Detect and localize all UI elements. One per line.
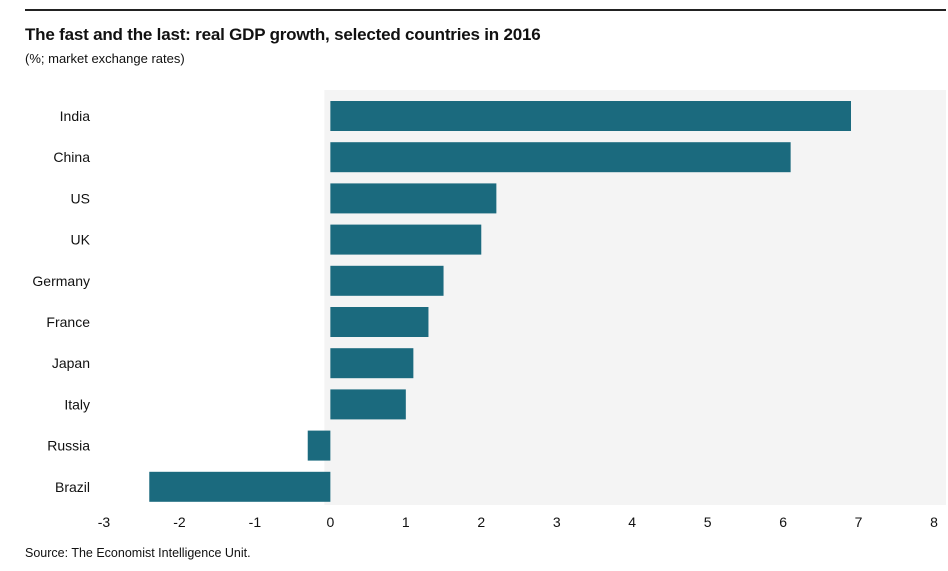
x-tick-label: 6	[779, 514, 787, 530]
x-tick-label: 4	[628, 514, 636, 530]
x-axis-tick-labels: -3 -2 -1 0 1 2 3 4 5 6 7 8	[98, 514, 938, 530]
category-label: China	[53, 149, 90, 165]
category-label: Japan	[52, 355, 90, 371]
bar-russia	[308, 431, 331, 461]
bar-china	[330, 142, 790, 172]
x-tick-label: 7	[855, 514, 863, 530]
x-tick-label: 2	[477, 514, 485, 530]
category-label: Russia	[47, 438, 90, 454]
category-labels: India China US UK Germany France Japan Italy Rus…	[32, 108, 90, 495]
x-tick-label: 3	[553, 514, 561, 530]
bar-italy	[330, 389, 405, 419]
x-tick-label: -3	[98, 514, 111, 530]
category-label: UK	[71, 232, 91, 248]
category-label: Brazil	[55, 479, 90, 495]
category-label: France	[46, 314, 90, 330]
bar-france	[330, 307, 428, 337]
category-label: US	[71, 190, 90, 206]
category-label: Italy	[64, 396, 90, 412]
bar-germany	[330, 266, 443, 296]
bar-uk	[330, 225, 481, 255]
x-tick-label: -1	[249, 514, 262, 530]
bar-japan	[330, 348, 413, 378]
category-label: India	[60, 108, 91, 124]
bar-brazil	[149, 472, 330, 502]
x-tick-label: 5	[704, 514, 712, 530]
bar-india	[330, 101, 851, 131]
bar-us	[330, 183, 496, 213]
x-tick-label: 8	[930, 514, 938, 530]
x-tick-label: -2	[173, 514, 186, 530]
chart-source: Source: The Economist Intelligence Unit.	[25, 546, 251, 560]
x-tick-label: 1	[402, 514, 410, 530]
x-tick-label: 0	[326, 514, 334, 530]
category-label: Germany	[32, 273, 90, 289]
